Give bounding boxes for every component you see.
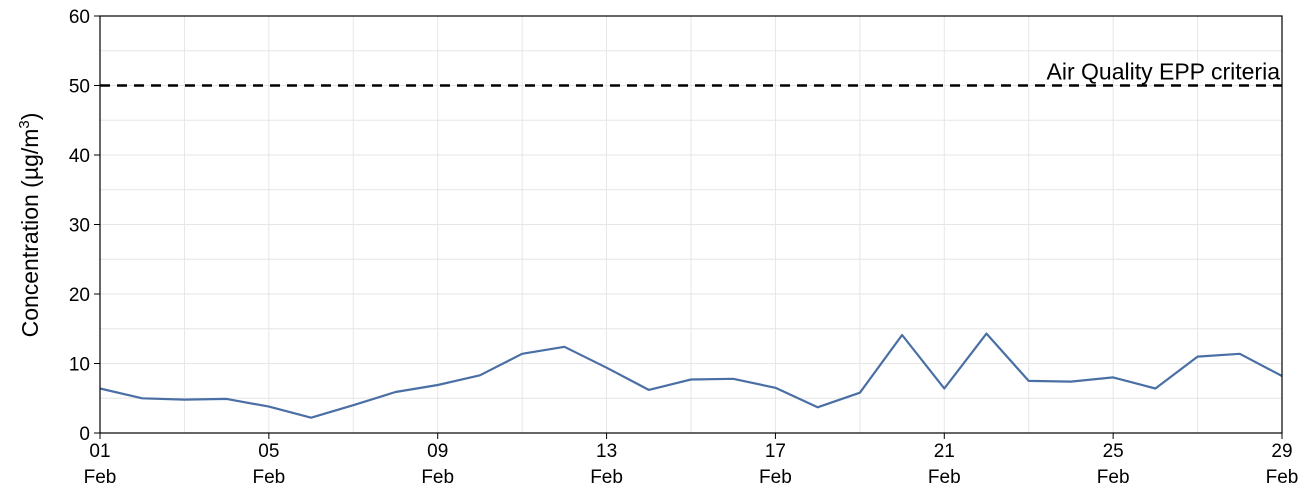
x-tick-label-month: Feb — [590, 467, 623, 488]
x-tick-label-day: 05 — [258, 441, 279, 462]
y-tick-label: 20 — [69, 285, 90, 306]
y-tick-label: 10 — [69, 355, 90, 376]
x-tick-label-day: 25 — [1103, 441, 1124, 462]
x-tick-label-month: Feb — [1266, 467, 1299, 488]
x-tick-label-month: Feb — [252, 467, 285, 488]
x-tick-label-month: Feb — [928, 467, 961, 488]
series-layer — [99, 332, 1283, 419]
x-tick-label-month: Feb — [84, 467, 117, 488]
x-tick-label-day: 29 — [1271, 441, 1292, 462]
series-line — [99, 332, 1283, 419]
reference-line-label: Air Quality EPP criteria — [1047, 59, 1281, 85]
x-tick-label-month: Feb — [759, 467, 792, 488]
grid — [99, 15, 1283, 434]
y-tick-label: 50 — [69, 77, 90, 98]
y-tick-label: 0 — [79, 424, 90, 445]
x-tick-label-day: 13 — [596, 441, 617, 462]
y-tick-label: 40 — [69, 146, 90, 167]
x-tick-label-day: 21 — [934, 441, 955, 462]
y-tick-label: 30 — [69, 216, 90, 237]
x-tick-label-day: 17 — [765, 441, 786, 462]
x-tick-label-day: 01 — [89, 441, 110, 462]
x-tick-label-day: 09 — [427, 441, 448, 462]
y-tick-label: 60 — [69, 7, 90, 28]
reference-lines: Air Quality EPP criteria — [100, 59, 1282, 87]
y-axis-title: Concentration (µg/m3) — [16, 113, 43, 338]
tick-labels: 0 10 20 30 40 50 60 01 Feb 05 Feb 09 Feb 13 Feb 17 Feb 21… — [69, 7, 1299, 488]
axes — [94, 15, 1283, 439]
x-tick-label-month: Feb — [1097, 467, 1130, 488]
x-tick-label-month: Feb — [421, 467, 454, 488]
